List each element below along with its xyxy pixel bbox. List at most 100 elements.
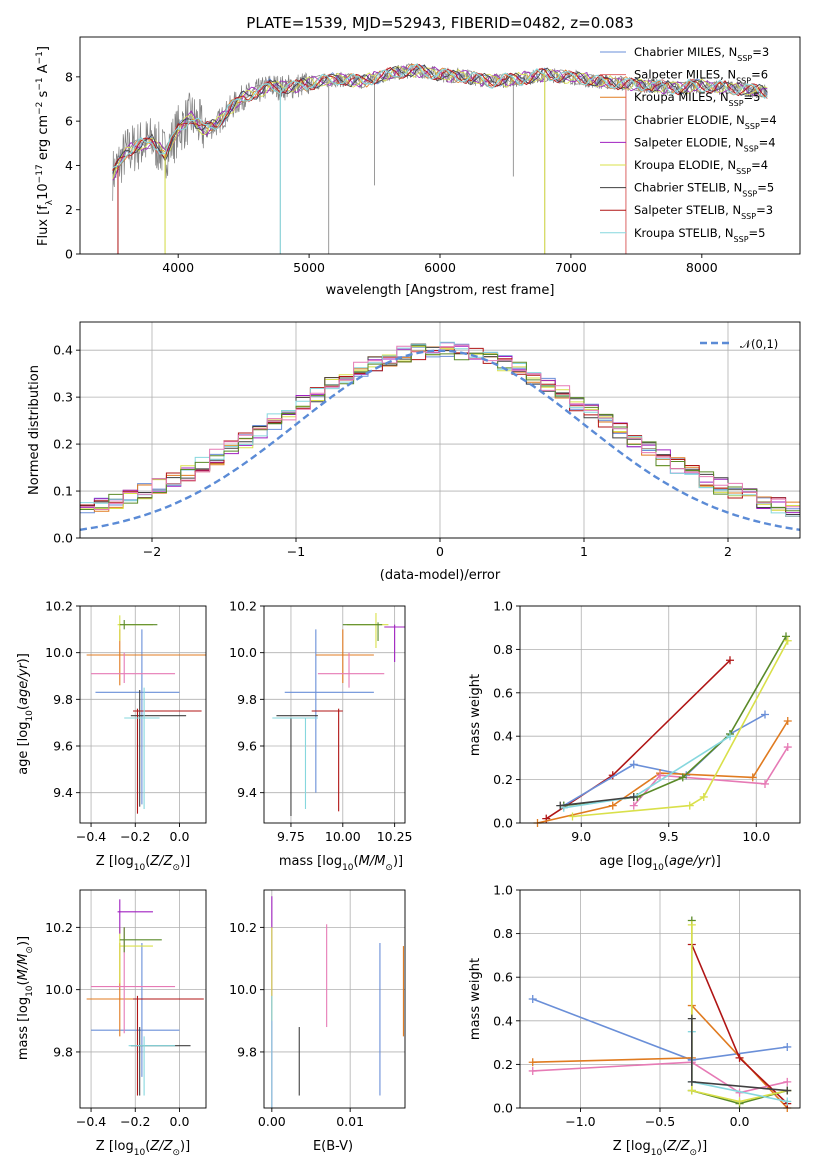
axes-mass-weight-vs-age: 9.0 9.5 10.0 0.0 0.2 0.4 0.6 0.8 1.0 bbox=[493, 599, 800, 844]
label-part: log bbox=[633, 854, 653, 869]
y-tick-label: 0.4 bbox=[53, 343, 73, 358]
mass-weight-marker bbox=[783, 636, 792, 645]
mass-weight-marker bbox=[687, 1086, 696, 1095]
mass-weight-marker bbox=[699, 792, 708, 801]
axes-spectrum: 4000 5000 6000 7000 8000 0 2 4 6 8 bbox=[65, 63, 768, 275]
axes-frame bbox=[263, 605, 406, 824]
x-tick-label: 9.5 bbox=[659, 829, 679, 844]
legend-sub: SSP bbox=[742, 189, 757, 198]
x-tick-label: 10.00 bbox=[325, 829, 361, 844]
model-fit-line bbox=[112, 63, 768, 169]
y-tick-label: 9.6 bbox=[53, 739, 73, 754]
legend-sub: SSP bbox=[737, 54, 752, 63]
label-part: mass [ bbox=[279, 854, 322, 869]
label-part: Z [ bbox=[613, 1139, 631, 1154]
y-tick-label: 9.8 bbox=[237, 692, 257, 707]
mass-weight-marker bbox=[687, 1077, 696, 1086]
mwAge-xlabel: age [log10(age/yr)] bbox=[599, 854, 721, 873]
legend-sub: SSP bbox=[729, 99, 744, 108]
axes-mass-weight-vs-Z: −1.0 −0.5 0.0 0.0 0.2 0.4 0.6 0.8 1.0 bbox=[493, 883, 800, 1129]
x-tick-label: 0 bbox=[436, 544, 444, 559]
x-tick-label: −0.4 bbox=[76, 1114, 106, 1129]
legend-sub: SSP bbox=[736, 167, 751, 176]
label-part: )] bbox=[16, 936, 31, 946]
mass-weight-line bbox=[633, 746, 789, 807]
normal-curve-line bbox=[80, 349, 800, 531]
label-part: A bbox=[36, 64, 51, 77]
axes-residuals: −2 −1 0 1 2 0.0 0.1 0.2 0.3 0.4 bbox=[53, 322, 800, 559]
legend-label: Salpeter ELODIE, NSSP=4 bbox=[634, 135, 776, 153]
x-tick-label: 7000 bbox=[555, 260, 587, 275]
label-part: Z [ bbox=[96, 854, 114, 869]
y-tick-label: 4 bbox=[65, 158, 73, 173]
label-part: 10 bbox=[652, 863, 664, 873]
label-part: ( bbox=[145, 1139, 150, 1154]
legend-value: =3 bbox=[752, 45, 769, 59]
label-part: s bbox=[36, 90, 51, 101]
label-part: age [ bbox=[16, 741, 31, 774]
label-part: ( bbox=[16, 980, 31, 985]
label-part: log bbox=[631, 1139, 651, 1154]
legend-value: =4 bbox=[751, 158, 768, 172]
label-part: 10 bbox=[36, 183, 51, 200]
mass-weight-marker bbox=[783, 743, 792, 752]
label-part: log bbox=[322, 854, 342, 869]
massZ-xlabel: Z [log10(Z/Z⊙)] bbox=[96, 1139, 190, 1158]
y-tick-label: 8 bbox=[65, 69, 73, 84]
mass-weight-marker bbox=[783, 1086, 792, 1095]
label-part: ( bbox=[16, 705, 31, 710]
x-tick-label: −0.4 bbox=[76, 829, 106, 844]
label-part: Z/Z bbox=[149, 1139, 173, 1154]
y-tick-label: 10.2 bbox=[45, 920, 73, 935]
x-tick-label: 6000 bbox=[424, 260, 456, 275]
mass-weight-marker bbox=[556, 801, 565, 810]
label-part: log bbox=[16, 722, 31, 742]
y-tick-label: 0.2 bbox=[53, 437, 73, 452]
y-tick-label: 10.0 bbox=[229, 645, 257, 660]
mass-weight-marker bbox=[629, 760, 638, 769]
y-tick-label: 0.4 bbox=[493, 729, 513, 744]
mass-weight-marker bbox=[748, 773, 757, 782]
label-part: 10 bbox=[134, 1148, 146, 1158]
legend-label: Salpeter STELIB, NSSP=3 bbox=[634, 203, 773, 221]
x-tick-label: −0.5 bbox=[645, 1114, 675, 1129]
x-tick-label: −0.2 bbox=[120, 829, 150, 844]
legend-name: Salpeter STELIB, N bbox=[634, 203, 741, 217]
y-tick-label: 9.8 bbox=[53, 1044, 73, 1059]
y-tick-label: 1.0 bbox=[493, 883, 513, 898]
y-tick-label: 0.3 bbox=[53, 390, 73, 405]
label-part: )] bbox=[711, 854, 721, 869]
label-part: 10 bbox=[25, 985, 35, 997]
legend-name: Kroupa ELODIE, N bbox=[634, 158, 736, 172]
legend-value: =5 bbox=[744, 90, 761, 104]
label-part: 10 bbox=[342, 863, 354, 873]
mass-weight-marker bbox=[687, 920, 696, 929]
y-tick-label: 0.0 bbox=[493, 816, 513, 831]
mass-weight-marker bbox=[726, 656, 734, 665]
mass-weight-marker bbox=[528, 1058, 537, 1067]
label-part: log bbox=[16, 997, 31, 1017]
y-tick-label: 0.1 bbox=[53, 484, 73, 499]
label-part: ⊙ bbox=[25, 946, 35, 954]
y-tick-label: 0.2 bbox=[493, 1057, 513, 1072]
label-part: ( bbox=[662, 1139, 667, 1154]
legend-name: Salpeter ELODIE, N bbox=[634, 135, 744, 149]
mass-weight-marker bbox=[783, 1097, 792, 1106]
label-part: log bbox=[114, 1139, 134, 1154]
mass-weight-marker bbox=[528, 1066, 537, 1075]
label-part: age/yr bbox=[669, 854, 712, 869]
residual-histogram-step bbox=[80, 345, 800, 512]
label-part: −17 bbox=[35, 164, 45, 183]
mass-weight-marker bbox=[629, 801, 638, 810]
label-part: ⊙ bbox=[385, 863, 393, 873]
axes-frame bbox=[79, 36, 801, 255]
label-part: Flux [f bbox=[36, 205, 51, 246]
spectrum-xlabel: wavelength [Angstrom, rest frame] bbox=[326, 283, 555, 298]
label-part: −1 bbox=[35, 51, 45, 64]
x-tick-label: 1 bbox=[580, 544, 588, 559]
legend-name: Salpeter MILES, N bbox=[634, 68, 736, 82]
x-tick-label: 2 bbox=[724, 544, 732, 559]
x-tick-label: 10.25 bbox=[377, 829, 413, 844]
legend-label: Chabrier MILES, NSSP=3 bbox=[634, 45, 769, 63]
label-part: age [ bbox=[599, 854, 632, 869]
